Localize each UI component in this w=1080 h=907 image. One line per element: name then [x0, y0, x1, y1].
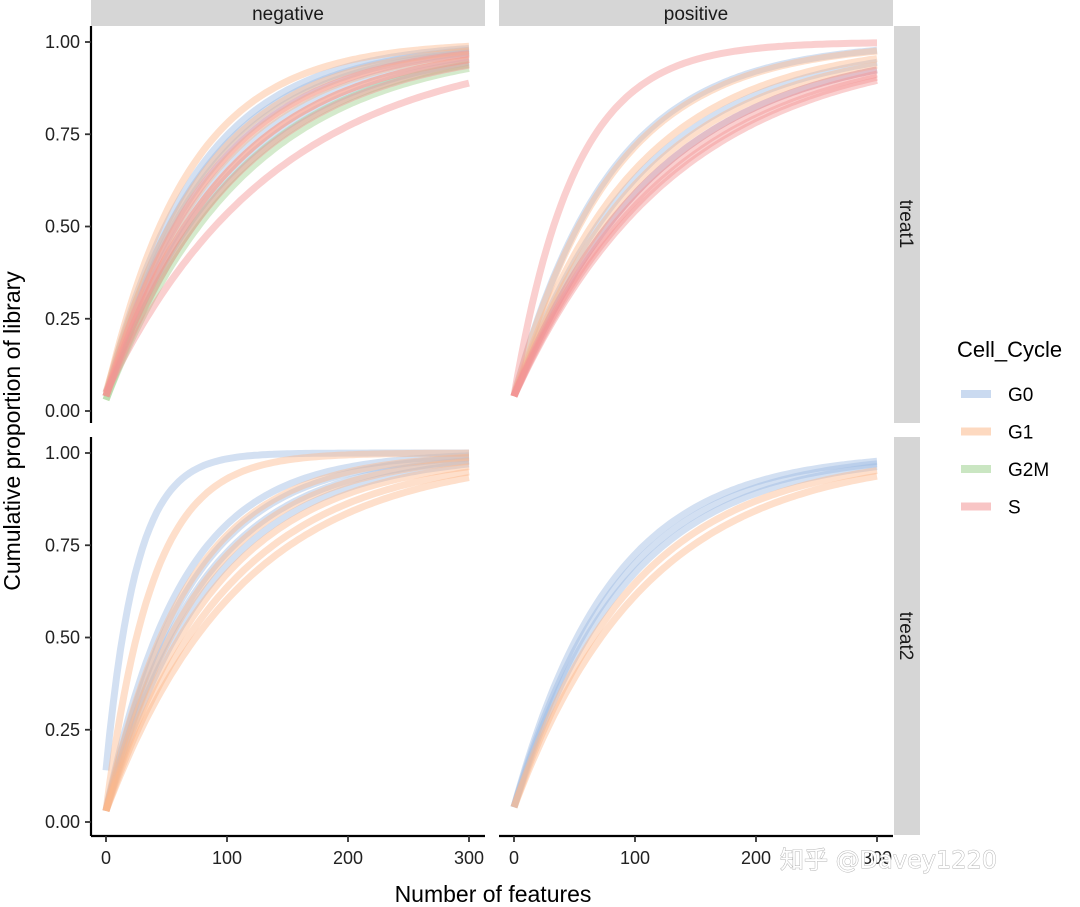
- curve-positive-treat2-g1-4: [510, 467, 878, 809]
- legend-title: Cell_Cycle: [957, 337, 1062, 362]
- curve-negative-treat1-s-13: [102, 56, 470, 398]
- x-tick-label-positive-2: 200: [741, 848, 771, 868]
- facet-strip-treat1: [894, 26, 920, 423]
- panel-negative-treat2: [102, 449, 470, 813]
- curve-negative-treat2-g1-9: [102, 463, 470, 812]
- y-tick-label-treat1-1: 0.25: [45, 309, 80, 329]
- curve-negative-treat1-g0-5: [102, 58, 470, 394]
- x-tick-label-positive-1: 100: [620, 848, 650, 868]
- y-tick-label-treat1-3: 0.75: [45, 124, 80, 144]
- legend-label-g2m: G2M: [1008, 460, 1049, 481]
- curve-positive-treat2-g0-2: [510, 460, 878, 809]
- panel-negative-treat1: [102, 42, 470, 402]
- y-tick-label-treat1-0: 0.00: [45, 401, 80, 421]
- curve-positive-treat1-s-7: [510, 39, 877, 397]
- facet-strip-negative: [91, 0, 485, 26]
- curve-negative-treat1-g0-4: [102, 53, 470, 398]
- y-tick-label-treat2-2: 0.50: [45, 628, 80, 648]
- facet-strip-positive: [499, 0, 893, 26]
- y-tick-label-treat1-2: 0.50: [45, 217, 80, 237]
- curve-negative-treat1-s-15: [102, 79, 470, 395]
- facet-strip-label-treat2: treat2: [895, 612, 916, 661]
- curve-negative-treat2-g0-2: [102, 452, 470, 812]
- curve-positive-treat1-g1-6: [510, 61, 878, 398]
- curve-negative-treat1-s-14: [102, 61, 470, 398]
- curve-negative-treat1-g1-7: [102, 47, 470, 394]
- curve-positive-treat1-s-10: [510, 73, 878, 398]
- curve-negative-treat1-g1-8: [102, 51, 470, 398]
- y-tick-label-treat2-0: 0.00: [45, 812, 80, 832]
- curve-negative-treat1-g1-6: [102, 42, 470, 398]
- legend-label-g0: G0: [1008, 385, 1033, 406]
- y-tick-label-treat2-3: 0.75: [45, 535, 80, 555]
- curve-negative-treat2-g0-3: [102, 454, 470, 812]
- curve-negative-treat2-g0-5: [102, 460, 470, 812]
- curve-negative-treat1-g0-3: [102, 48, 470, 398]
- curve-negative-treat1-s-12: [102, 50, 470, 398]
- facet-strip-label-negative: negative: [252, 4, 324, 25]
- curve-negative-treat1-g1-9: [102, 56, 470, 398]
- x-tick-label-positive-0: 0: [509, 848, 519, 868]
- curve-positive-treat1-s-9: [510, 70, 878, 398]
- curve-positive-treat1-s-8: [510, 66, 878, 398]
- curve-negative-treat1-g2m-11: [102, 64, 470, 402]
- axes: 0.00 0.25 0.50 0.75 1.00 0.00 0.25 0.50 0.75 1.00…: [45, 26, 893, 868]
- curve-positive-treat1-g0-2: [510, 58, 878, 398]
- curve-negative-treat2-g0-1: [102, 449, 469, 771]
- curve-positive-treat2-g0-3: [510, 463, 878, 809]
- curve-positive-treat1-g1-4: [510, 47, 878, 398]
- x-tick-label-negative-1: 100: [212, 848, 242, 868]
- facet-strip-label-positive: positive: [664, 4, 728, 25]
- curve-positive-treat1-g0-1: [510, 46, 878, 398]
- y-tick-label-treat2-1: 0.25: [45, 720, 80, 740]
- y-tick-label-treat1-4: 1.00: [45, 32, 80, 52]
- y-axis-title: Cumulative proportion of library: [0, 271, 25, 591]
- curve-negative-treat1-g0-2: [102, 46, 470, 398]
- legend-label-g1: G1: [1008, 423, 1033, 444]
- facet-strip-treat2: [894, 437, 920, 835]
- panel-positive-treat2: [510, 457, 878, 809]
- y-tick-label-treat2-4: 1.00: [45, 443, 80, 463]
- curve-negative-treat2-g1-10: [102, 468, 470, 813]
- curve-negative-treat2-g1-6: [102, 449, 469, 812]
- curve-positive-treat1-g0-3: [510, 66, 878, 398]
- curve-negative-treat1-g2m-10: [102, 60, 470, 402]
- curve-negative-treat2-g1-8: [102, 457, 470, 812]
- curve-negative-treat1-g0-1: [102, 45, 470, 398]
- panel-positive-treat1: [510, 39, 878, 398]
- facet-strip-label-treat1: treat1: [895, 200, 916, 249]
- watermark: 知乎 @Davey1220: [780, 846, 997, 874]
- legend-label-s: S: [1008, 498, 1021, 519]
- curve-positive-treat2-g0-1: [510, 457, 878, 809]
- x-tick-label-negative-2: 200: [333, 848, 363, 868]
- curve-negative-treat2-g1-7: [102, 453, 470, 812]
- curve-negative-treat2-g1-11: [102, 474, 470, 813]
- x-tick-label-negative-0: 0: [101, 848, 111, 868]
- curve-positive-treat2-g1-5: [510, 472, 878, 809]
- curve-positive-treat1-s-11: [510, 77, 878, 398]
- curve-negative-treat2-g0-4: [102, 457, 470, 812]
- legend: Cell_Cycle G0 G1 G2M S: [957, 337, 1062, 519]
- x-axis-title: Number of features: [395, 881, 592, 907]
- x-tick-label-negative-3: 300: [454, 848, 484, 868]
- curve-positive-treat1-g1-5: [510, 55, 878, 398]
- x-tick-label-positive-3: 300: [862, 848, 892, 868]
